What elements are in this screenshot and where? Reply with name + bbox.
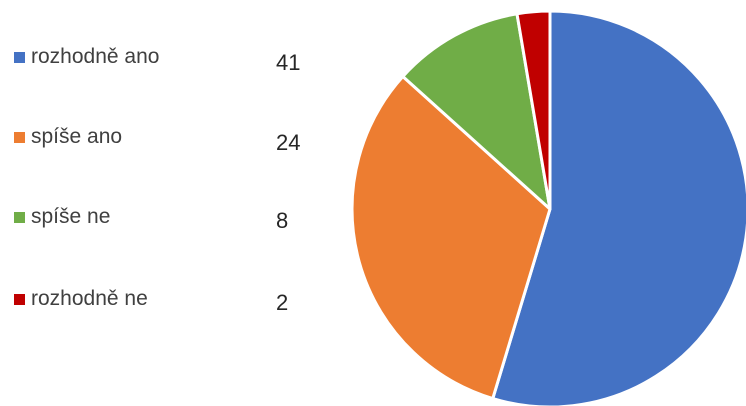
legend-value: 8	[276, 208, 289, 233]
pie-slice-4	[515, 9, 552, 211]
legend-item-rozhodne-ano: rozhodně ano	[14, 42, 159, 72]
legend-swatch	[14, 211, 25, 223]
legend-label: spíše ano	[31, 125, 123, 148]
legend-swatch	[14, 293, 25, 305]
legend-value: 41	[276, 50, 301, 75]
chart-legend: rozhodně ano 41 spíše ano 24 spíše ne 8 …	[0, 0, 340, 406]
legend-value: 2	[276, 290, 289, 315]
legend-item-rozhodne-ne: rozhodně ne	[14, 284, 148, 314]
legend-item-spise-ne: spíše ne	[14, 202, 110, 232]
legend-swatch	[14, 131, 25, 143]
pie-slice-2	[350, 75, 552, 401]
pie-slice-3	[401, 12, 552, 211]
legend-swatch	[14, 51, 25, 63]
legend-label: rozhodně ano	[31, 45, 160, 68]
legend-label: spíše ne	[31, 205, 111, 228]
legend-value: 24	[276, 130, 301, 155]
legend-label: rozhodně ne	[31, 287, 148, 310]
legend-item-spise-ano: spíše ano	[14, 122, 122, 152]
